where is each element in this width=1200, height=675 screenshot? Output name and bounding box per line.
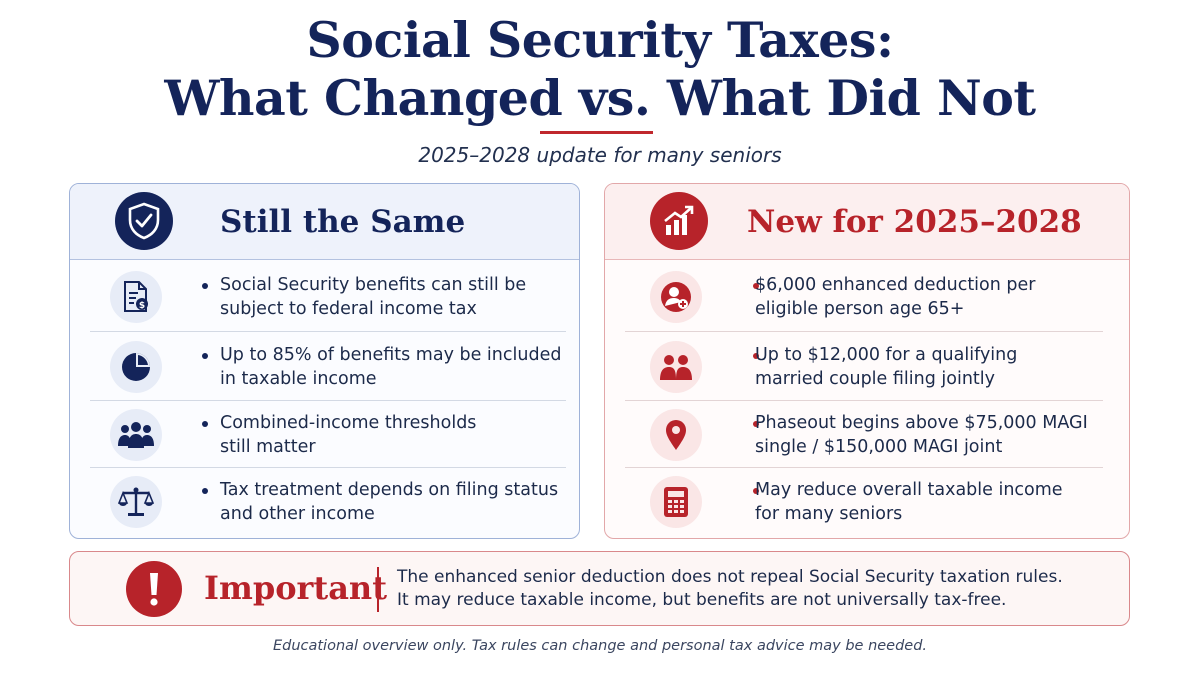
important-text: The enhanced senior deduction does not r… xyxy=(397,567,1063,610)
list-item-text: Phaseout begins above $75,000 MAGI singl… xyxy=(755,413,1088,457)
people-group-icon xyxy=(110,409,162,461)
list-item: Tax treatment depends on filing status a… xyxy=(90,469,560,535)
page-title-line-1: Social Security Taxes: xyxy=(306,11,894,69)
svg-text:$: $ xyxy=(139,301,145,311)
list-item: $ Social Security benefits can still be … xyxy=(90,264,560,330)
bullet xyxy=(202,283,208,289)
list-item: May reduce overall taxable income for ma… xyxy=(625,469,1103,535)
divider xyxy=(90,400,566,401)
list-item: Combined-income thresholds still matter xyxy=(90,402,560,468)
bullet xyxy=(202,488,208,494)
list-item: Up to 85% of benefits may be included in… xyxy=(90,334,561,400)
pie-chart-icon xyxy=(110,341,162,393)
panel-header: New for 2025–2028 xyxy=(605,184,1129,260)
divider xyxy=(90,331,566,332)
divider xyxy=(625,331,1103,332)
growth-chart-icon xyxy=(650,192,708,250)
panel-title: New for 2025–2028 xyxy=(747,204,1082,240)
bullet xyxy=(753,488,759,494)
panel-title: Still the Same xyxy=(220,204,466,240)
bullet xyxy=(753,353,759,359)
still-the-same-panel: Still the Same $ Social Security benefit… xyxy=(69,183,580,539)
location-pin-icon xyxy=(650,409,702,461)
list-item-text: Social Security benefits can still be su… xyxy=(220,275,527,319)
list-item-text: May reduce overall taxable income for ma… xyxy=(755,480,1063,524)
list-item: Up to $12,000 for a qualifying married c… xyxy=(625,334,1103,400)
list-item-text: Combined-income thresholds still matter xyxy=(220,413,477,457)
divider xyxy=(90,467,566,468)
bullet xyxy=(753,421,759,427)
bullet xyxy=(753,283,759,289)
list-item: Phaseout begins above $75,000 MAGI singl… xyxy=(625,402,1103,468)
important-label: Important xyxy=(204,569,387,607)
title-underline xyxy=(540,131,653,134)
calculator-icon xyxy=(650,476,702,528)
shield-check-icon xyxy=(115,192,173,250)
list-item-text: Up to $12,000 for a qualifying married c… xyxy=(755,345,1018,389)
scales-icon xyxy=(110,476,162,528)
divider xyxy=(377,567,379,612)
person-plus-icon xyxy=(650,271,702,323)
page-subtitle: 2025–2028 update for many seniors xyxy=(418,143,782,167)
bullet xyxy=(202,353,208,359)
divider xyxy=(625,400,1103,401)
exclamation-icon xyxy=(126,561,182,617)
couple-icon xyxy=(650,341,702,393)
bullet xyxy=(202,421,208,427)
document-dollar-icon: $ xyxy=(110,271,162,323)
footer-disclaimer: Educational overview only. Tax rules can… xyxy=(272,638,928,654)
list-item-text: Up to 85% of benefits may be included in… xyxy=(220,345,562,389)
page-title-line-2: What Changed vs. What Did Not xyxy=(164,69,1036,127)
new-for-2025-2028-panel: New for 2025–2028 $6,000 enhanced deduct… xyxy=(604,183,1130,539)
list-item-text: Tax treatment depends on filing status a… xyxy=(220,480,559,524)
list-item: $6,000 enhanced deduction per eligible p… xyxy=(625,264,1103,330)
divider xyxy=(625,467,1103,468)
panel-header: Still the Same xyxy=(70,184,579,260)
list-item-text: $6,000 enhanced deduction per eligible p… xyxy=(755,275,1036,319)
important-callout: Important The enhanced senior deduction … xyxy=(69,551,1130,626)
